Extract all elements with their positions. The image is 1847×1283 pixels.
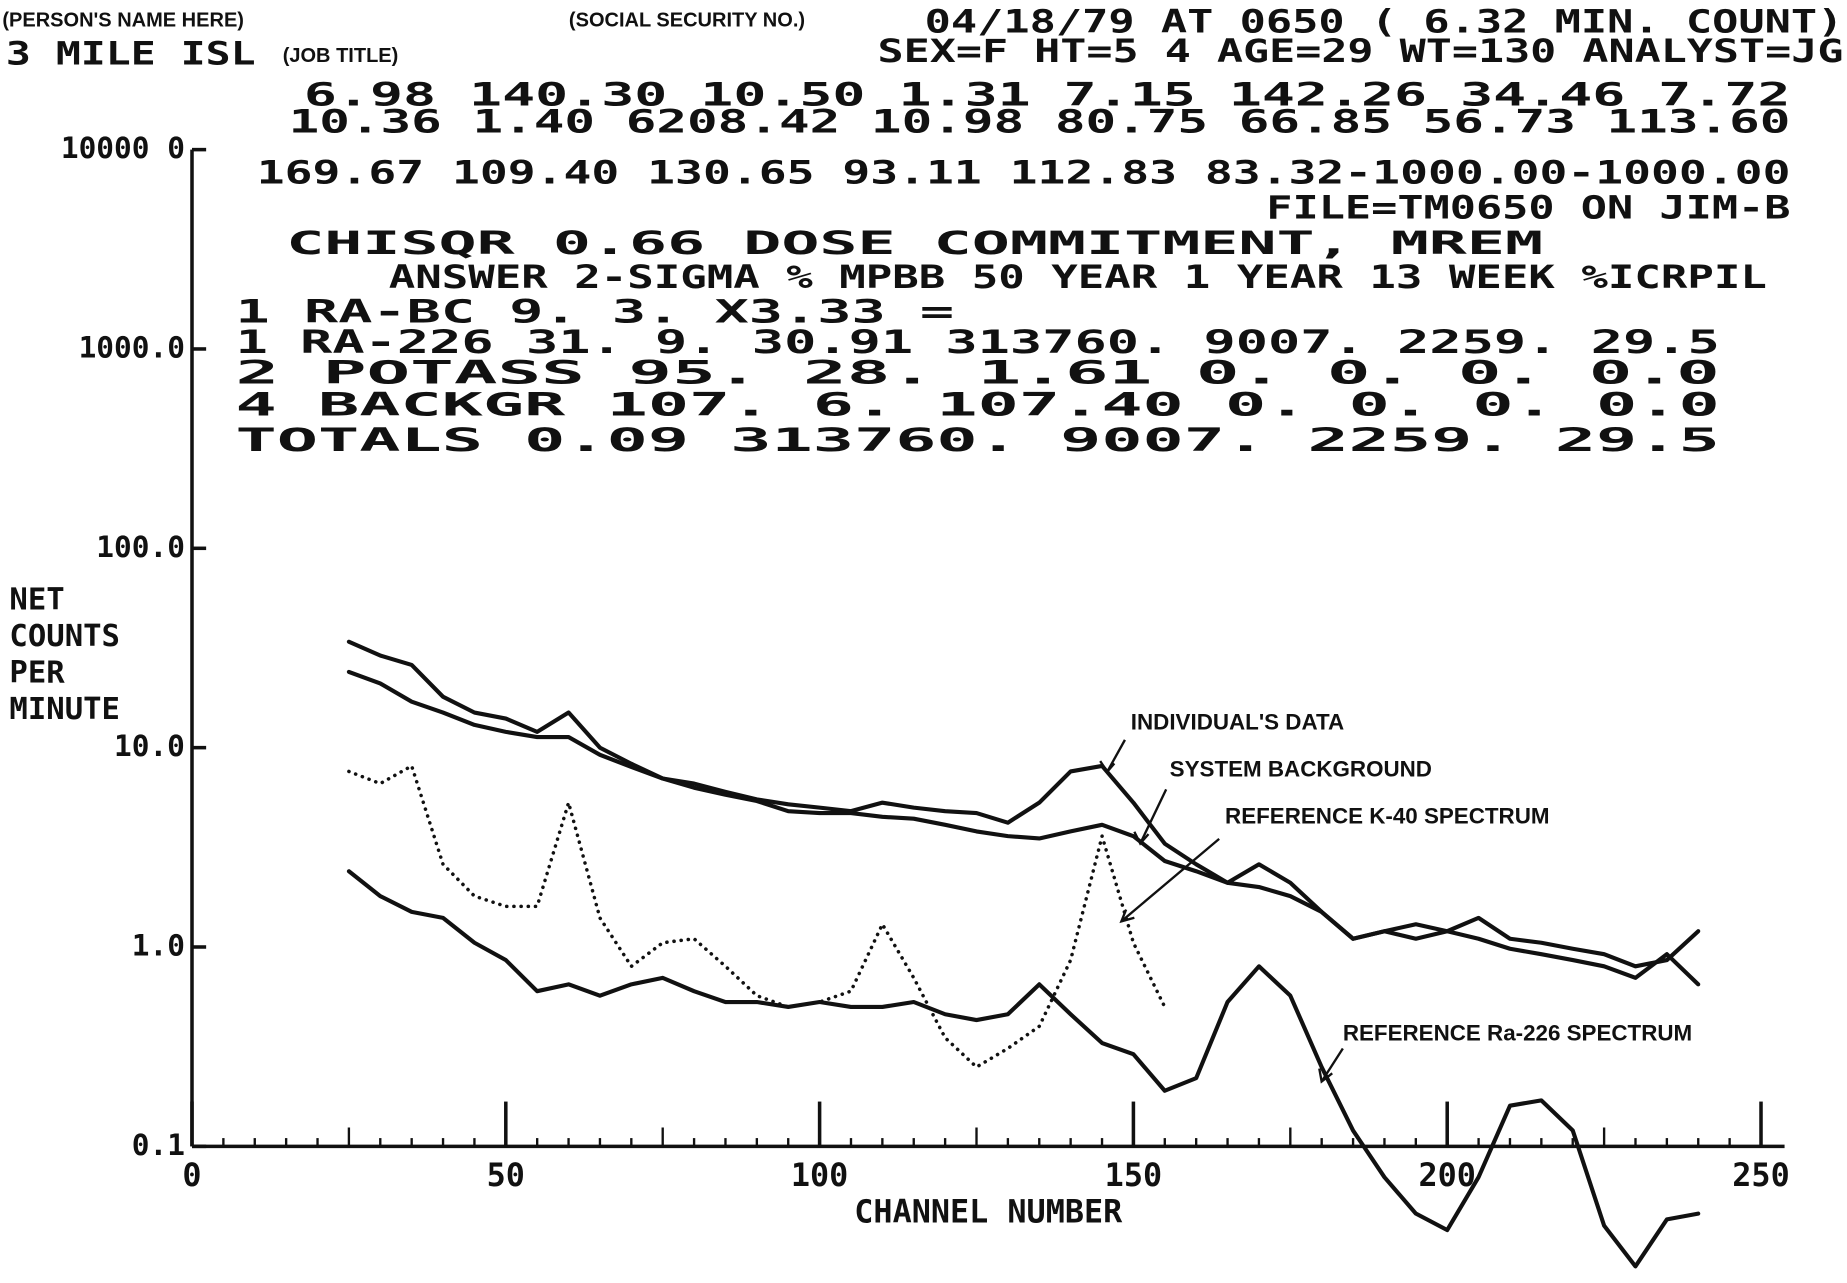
printout-line: ANSWER 2-SIGMA % MPBB 50 YEAR 1 YEAR 13 … bbox=[389, 259, 1767, 296]
series-line bbox=[347, 764, 1167, 1069]
series-label: REFERENCE K-40 SPECTRUM bbox=[1225, 804, 1549, 829]
arrow bbox=[1139, 788, 1168, 845]
arrow-head bbox=[1318, 1068, 1333, 1084]
printout-line: 2 POTASS 95. 28. 1.61 0. 0. 0. 0.0 bbox=[236, 355, 1720, 392]
site-label: 3 MILE ISL bbox=[6, 35, 256, 72]
x-tick-label: 150 bbox=[1105, 1157, 1162, 1194]
form-label: (JOB TITLE) bbox=[283, 45, 399, 67]
y-axis-label: COUNTS bbox=[9, 619, 120, 654]
printout-line: 6.98 140.30 10.50 1.31 7.15 142.26 34.46… bbox=[304, 77, 1791, 114]
x-tick-label: 100 bbox=[791, 1157, 848, 1194]
form-label: (PERSON'S NAME HERE) bbox=[2, 9, 244, 31]
printout-line: 04/18/79 AT 0650 ( 6.32 MIN. COUNT) bbox=[925, 4, 1844, 41]
form-label: (SOCIAL SECURITY NO.) bbox=[569, 9, 805, 31]
series-line bbox=[346, 869, 1701, 1269]
y-axis-label: NET bbox=[9, 582, 64, 617]
x-tick-label: 50 bbox=[487, 1157, 525, 1194]
printout-line: 169.67 109.40 130.65 93.11 112.83 83.32-… bbox=[257, 154, 1791, 191]
y-tick-label: 100.0 bbox=[96, 530, 185, 564]
printout-line: 4 BACKGR 107. 6. 107.40 0. 0. 0. 0.0 bbox=[236, 386, 1720, 423]
arrow bbox=[1106, 739, 1126, 773]
y-tick-label: 1000.0 bbox=[79, 330, 185, 364]
x-tick-label: 250 bbox=[1732, 1157, 1789, 1194]
series-label: INDIVIDUAL'S DATA bbox=[1131, 709, 1344, 734]
arrow bbox=[1120, 837, 1220, 923]
x-tick-label: 0 bbox=[182, 1157, 201, 1194]
series-label: REFERENCE Ra-226 SPECTRUM bbox=[1343, 1020, 1692, 1045]
printout-line: 10.36 1.40 6208.42 10.98 80.75 66.85 56.… bbox=[289, 104, 1791, 141]
y-tick-label: 0.1 bbox=[132, 1128, 185, 1162]
y-axis-label: MINUTE bbox=[9, 692, 120, 727]
series-line bbox=[346, 669, 1701, 987]
y-tick-label: 10000 0 bbox=[61, 131, 185, 165]
printout-line: CHISQR 0.66 DOSE COMMITMENT, MREM bbox=[286, 225, 1543, 262]
x-tick-label: 200 bbox=[1418, 1157, 1475, 1194]
y-axis-label: PER bbox=[9, 655, 65, 690]
printout-line: 1 RA-226 31. 9. 30.91 313760. 9007. 2259… bbox=[236, 324, 1720, 361]
series-line bbox=[346, 639, 1701, 969]
printout-line: 1 RA-BC 9. 3. X3.33 = bbox=[236, 293, 955, 330]
printout-line: TOTALS 0.09 313760. 9007. 2259. 29.5 bbox=[236, 422, 1720, 459]
y-tick-label: 10.0 bbox=[114, 729, 185, 763]
series-label: SYSTEM BACKGROUND bbox=[1170, 756, 1432, 781]
y-tick-label: 1.0 bbox=[132, 928, 185, 962]
x-axis-label: CHANNEL NUMBER bbox=[854, 1193, 1123, 1230]
printout-line: SEX=F HT=5 4 AGE=29 WT=130 ANALYST=JG bbox=[878, 33, 1844, 70]
printout-line: FILE=TM0650 ON JIM-B bbox=[1266, 190, 1790, 227]
